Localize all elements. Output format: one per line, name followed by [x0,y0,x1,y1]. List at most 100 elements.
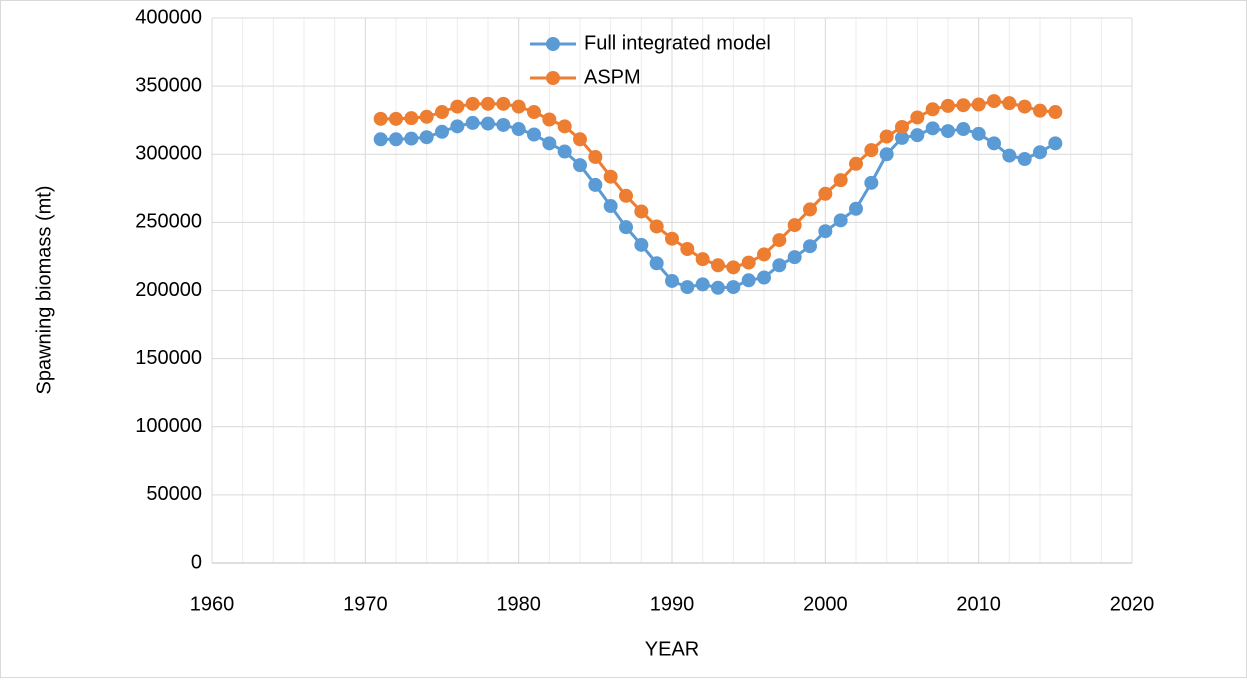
data-point [465,96,480,111]
data-point [849,156,863,171]
data-point [833,213,848,228]
data-point [573,132,587,147]
data-point [1002,148,1017,163]
data-point [419,109,434,124]
data-point [511,122,526,137]
y-tick-label: 400000 [135,6,202,28]
data-point [619,220,633,235]
data-point [818,186,833,201]
data-point [987,94,1001,109]
data-point [803,239,817,254]
data-point [1033,145,1047,160]
data-point [373,111,388,126]
y-tick-label: 250000 [135,211,202,233]
legend-label: Full integrated model [584,32,771,54]
data-point [818,224,833,239]
data-point [895,130,909,145]
data-point [1048,105,1063,120]
data-point [542,112,557,127]
data-point [925,102,940,117]
y-tick-label: 150000 [135,347,202,369]
data-point [649,219,664,234]
data-point [419,130,434,145]
data-point [787,250,802,265]
y-tick-label: 200000 [135,279,202,301]
data-point [511,99,526,114]
data-point [634,237,649,252]
data-point [726,280,741,295]
data-point [649,256,664,271]
data-point [864,175,879,190]
data-point [389,132,403,147]
data-point [588,149,603,164]
data-point [619,188,633,203]
data-point [634,204,649,219]
legend-marker [546,37,560,51]
data-point [879,129,894,144]
data-point [772,233,787,248]
legend-marker [546,71,560,85]
data-point [787,218,802,233]
data-point [665,231,679,246]
data-point [1017,99,1032,114]
x-axis-label: YEAR [645,638,699,660]
data-point [772,258,787,273]
data-point [481,116,495,131]
data-point [971,97,986,112]
data-point [542,136,557,151]
data-point [910,110,925,125]
data-point [1017,152,1032,167]
y-tick-label: 300000 [135,143,202,165]
data-point [588,177,603,192]
data-point [757,247,771,262]
x-tick-label: 1970 [343,593,388,615]
data-point [373,132,388,147]
data-point [527,127,541,142]
data-point [481,96,495,111]
y-tick-label: 50000 [146,483,202,505]
x-tick-label: 1990 [650,593,695,615]
data-point [941,98,955,113]
data-point [833,173,848,188]
data-point [450,99,465,114]
legend-label: ASPM [584,66,641,88]
data-point [557,119,572,134]
x-tick-label: 1960 [190,593,235,615]
data-point [956,122,971,137]
data-point [879,147,894,162]
data-point [435,124,449,139]
data-point [389,111,403,126]
data-point [803,202,817,217]
data-point [527,105,541,120]
data-point [573,158,587,173]
data-point [864,143,879,158]
data-point [1002,96,1017,111]
data-point [941,124,955,139]
data-point [496,96,511,111]
data-point [741,273,756,288]
data-point [741,255,756,270]
y-tick-label: 0 [191,551,202,573]
data-point [450,119,465,134]
data-point [895,120,909,134]
data-point [849,201,863,216]
x-tick-label: 2010 [956,593,1001,615]
data-point [711,258,725,273]
data-point [987,136,1001,151]
data-point [925,121,940,136]
y-tick-label: 100000 [135,415,202,437]
data-point [496,117,511,132]
x-tick-label: 1980 [496,593,541,615]
y-tick-label: 350000 [135,74,202,96]
data-point [435,105,449,120]
data-point [680,241,695,256]
data-point [711,280,725,295]
data-point [1033,103,1047,118]
data-point [404,131,419,146]
x-tick-label: 2020 [1110,593,1155,615]
data-point [910,128,925,143]
data-point [557,144,572,159]
data-point [603,169,618,184]
data-point [1048,136,1063,151]
